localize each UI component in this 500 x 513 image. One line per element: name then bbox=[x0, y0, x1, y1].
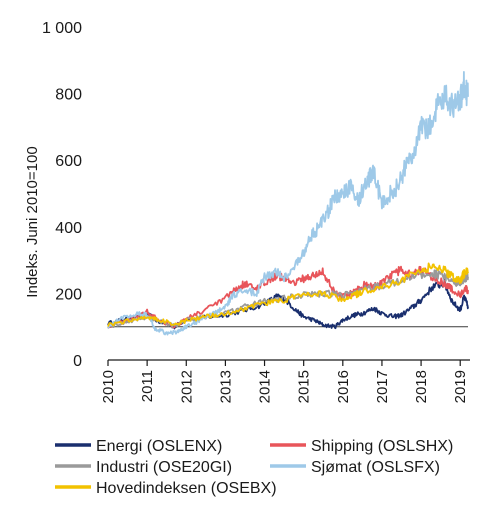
x-tick-label: 2016 bbox=[335, 370, 352, 403]
y-axis-title: Indeks. Juni 2010=100 bbox=[24, 146, 41, 297]
legend-label: Hovedindeksen (OSEBX) bbox=[96, 480, 277, 497]
y-tick-label: 600 bbox=[55, 153, 82, 170]
legend-label: Industri (OSE20GI) bbox=[96, 459, 232, 476]
legend: Energi (OSLENX) Shipping (OSLSHX) Industri… bbox=[55, 438, 453, 497]
x-tick-label: 2010 bbox=[100, 370, 117, 403]
x-tick-label: 2014 bbox=[257, 370, 274, 403]
y-axis-ticks: 0 200 400 600 800 1 000 bbox=[42, 20, 82, 370]
series-line bbox=[107, 262, 469, 327]
x-tick-label: 2019 bbox=[452, 370, 469, 403]
x-tick-label: 2017 bbox=[374, 370, 391, 403]
y-axis-title-group: Indeks. Juni 2010=100 bbox=[24, 146, 41, 297]
x-tick-label: 2013 bbox=[217, 370, 234, 403]
legend-label: Shipping (OSLSHX) bbox=[311, 438, 453, 455]
x-tick-label: 2018 bbox=[413, 370, 430, 403]
x-tick-label: 2011 bbox=[139, 370, 156, 402]
y-tick-label: 400 bbox=[55, 220, 82, 237]
y-tick-label: 0 bbox=[73, 353, 82, 370]
series-line bbox=[107, 278, 469, 330]
y-tick-label: 800 bbox=[55, 87, 82, 104]
legend-label: Energi (OSLENX) bbox=[96, 438, 222, 455]
series-lines bbox=[107, 71, 469, 336]
x-tick-label: 2015 bbox=[296, 370, 313, 403]
series-line bbox=[107, 71, 469, 336]
y-tick-label: 1 000 bbox=[42, 20, 82, 37]
x-tick-label: 2012 bbox=[178, 370, 195, 403]
y-tick-label: 200 bbox=[55, 286, 82, 303]
x-axis-ticks: 2010 2011 2012 2013 2014 2015 2016 2017 2018 2019 bbox=[100, 359, 470, 403]
legend-label: Sjømat (OSLSFX) bbox=[311, 459, 440, 476]
